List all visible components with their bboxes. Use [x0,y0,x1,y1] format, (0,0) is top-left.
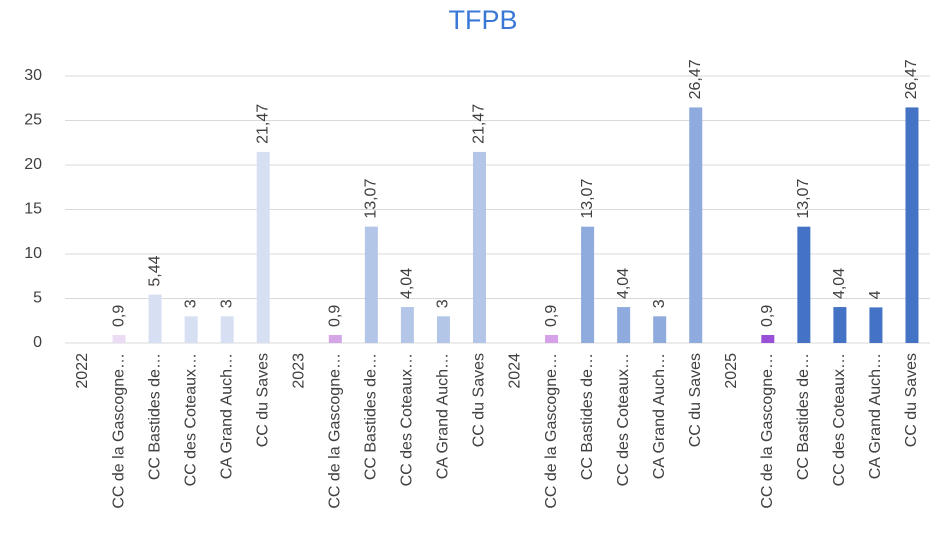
data-label: 4,04 [615,268,632,299]
y-tick-label: 20 [24,156,42,173]
bar [472,151,486,343]
x-tick-label: 2022 [74,353,91,389]
y-tick-label: 15 [24,201,42,218]
data-label: 5,44 [146,255,163,286]
bar [617,307,631,343]
bar [545,334,559,343]
data-label: 3 [435,299,452,308]
bar [364,226,378,343]
bar [112,334,126,343]
data-label: 4 [867,290,884,299]
bar [689,107,703,344]
x-tick-label: CC de la Gascogne… [759,353,776,509]
data-label: 3 [218,299,235,308]
bar [761,334,775,343]
bar [581,226,595,343]
data-label: 4,04 [399,268,416,299]
bar [400,307,414,343]
chart-title: TFPB [448,5,517,35]
data-label: 0,9 [327,305,344,327]
data-label: 13,07 [795,179,812,219]
bar [833,307,847,343]
x-tick-label: CC des Coteaux… [182,353,199,486]
x-tick-label: CC du Saves [687,353,704,447]
data-label: 21,47 [471,104,488,144]
x-tick-label: 2023 [290,353,307,389]
data-label: 26,47 [903,59,920,99]
x-tick-label: CC des Coteaux… [399,353,416,486]
data-label: 0,9 [759,305,776,327]
y-tick-label: 25 [24,112,42,129]
bar [328,334,342,343]
y-tick-label: 30 [24,67,42,84]
bar [436,316,450,343]
data-label: 3 [651,299,668,308]
x-tick-label: CC du Saves [471,353,488,447]
x-tick-label: CA Grand Auch… [435,353,452,479]
y-tick-label: 0 [33,334,42,351]
data-label: 0,9 [110,305,127,327]
x-tick-label: 2025 [723,353,740,389]
x-tick-label: CC du Saves [903,353,920,447]
data-label: 0,9 [543,305,560,327]
data-label: 13,07 [579,179,596,219]
data-label: 21,47 [254,104,271,144]
bar [184,316,198,343]
x-tick-label: CC des Coteaux… [831,353,848,486]
bar [256,151,270,343]
bar [220,316,234,343]
data-label: 3 [182,299,199,308]
x-tick-label: CC Bastides de… [146,353,163,480]
bar [148,294,162,343]
bar [905,107,919,344]
y-tick-label: 10 [24,245,42,262]
bar [653,316,667,343]
data-label: 4,04 [831,268,848,299]
x-tick-label: CC Bastides de… [795,353,812,480]
x-tick-label: CC Bastides de… [579,353,596,480]
bar [869,307,883,343]
x-tick-label: CC du Saves [254,353,271,447]
x-tick-label: CC Bastides de… [363,353,380,480]
y-tick-label: 5 [33,290,42,307]
x-tick-label: 2024 [507,353,524,389]
x-tick-label: CC de la Gascogne… [110,353,127,509]
data-label: 13,07 [363,179,380,219]
data-label: 26,47 [687,59,704,99]
x-tick-label: CA Grand Auch… [867,353,884,479]
x-tick-label: CC de la Gascogne… [327,353,344,509]
x-tick-label: CA Grand Auch… [218,353,235,479]
x-tick-label: CA Grand Auch… [651,353,668,479]
bar [797,226,811,343]
x-tick-label: CC des Coteaux… [615,353,632,486]
x-tick-label: CC de la Gascogne… [543,353,560,509]
